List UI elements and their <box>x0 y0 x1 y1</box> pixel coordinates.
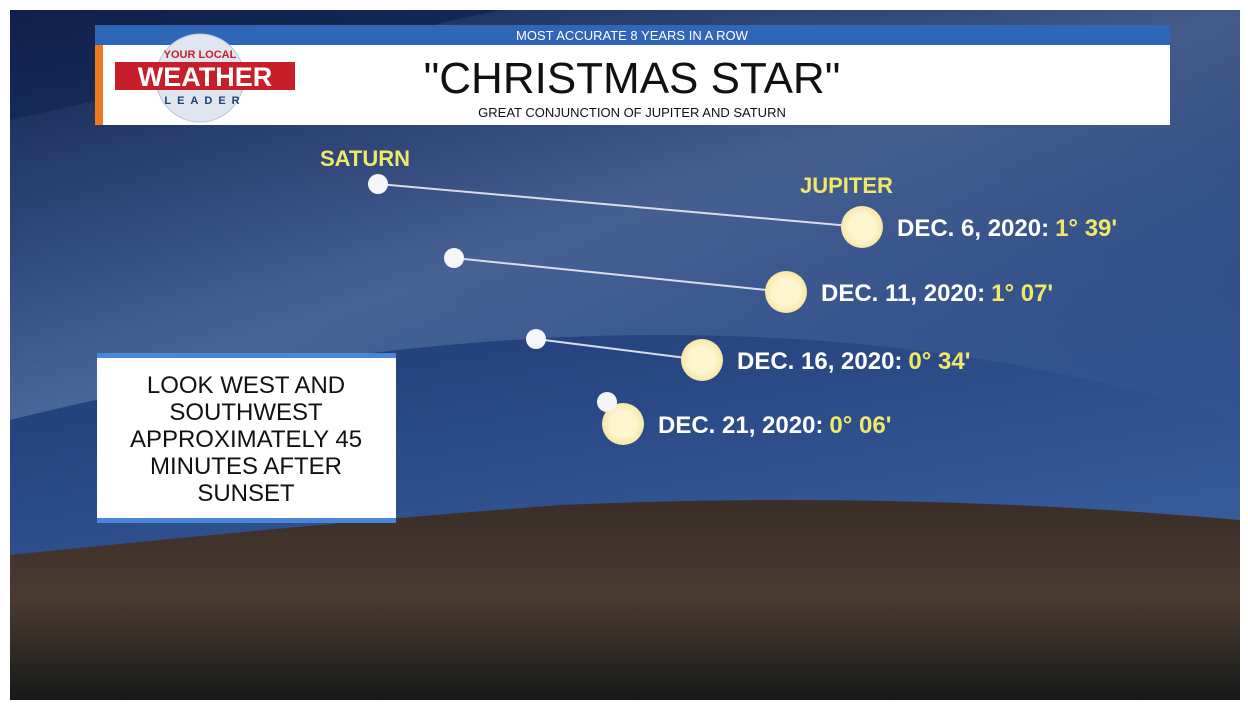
info-line: APPROXIMATELY 45 <box>130 426 362 453</box>
info-line: SOUTHWEST <box>169 399 323 426</box>
saturn-label: SATURN <box>320 146 410 171</box>
jupiter <box>841 206 883 248</box>
subtitle: GREAT CONJUNCTION OF JUPITER AND SATURN <box>478 105 786 120</box>
date: DEC. 21, 2020: <box>658 412 823 439</box>
logo-top: YOUR LOCAL <box>164 49 237 61</box>
separation: 1° 39' <box>1055 215 1117 242</box>
jupiter <box>765 271 807 313</box>
info-box-bottom <box>97 518 396 523</box>
info-line: MINUTES AFTER <box>150 453 342 480</box>
logo-bottom: LEADER <box>164 95 245 107</box>
info-line: LOOK WEST AND <box>147 372 345 399</box>
saturn <box>526 329 546 349</box>
conjunction-label: DEC. 11, 2020:1° 07' <box>821 280 1053 307</box>
date: DEC. 16, 2020: <box>737 348 902 375</box>
banner-text: MOST ACCURATE 8 YEARS IN A ROW <box>516 28 749 43</box>
title: "CHRISTMAS STAR" <box>424 54 841 103</box>
logo-main: WEATHER <box>138 62 273 92</box>
separation: 1° 07' <box>991 280 1053 307</box>
page: MOST ACCURATE 8 YEARS IN A ROW YOUR LOCA… <box>0 0 1248 711</box>
jupiter-label: JUPITER <box>800 173 893 198</box>
info-box-top <box>97 353 396 358</box>
info-line: SUNSET <box>197 480 295 507</box>
saturn <box>597 392 617 412</box>
conjunction-label: DEC. 6, 2020:1° 39' <box>897 215 1117 242</box>
conjunction-label: DEC. 21, 2020:0° 06' <box>658 412 891 439</box>
date: DEC. 6, 2020: <box>897 215 1049 242</box>
graphic: MOST ACCURATE 8 YEARS IN A ROW YOUR LOCA… <box>0 0 1248 706</box>
separation: 0° 06' <box>829 412 891 439</box>
header-accent <box>95 45 103 125</box>
conjunction-label: DEC. 16, 2020:0° 34' <box>737 348 970 375</box>
saturn <box>444 248 464 268</box>
date: DEC. 11, 2020: <box>821 280 985 307</box>
separation: 0° 34' <box>908 348 970 375</box>
jupiter <box>681 339 723 381</box>
saturn <box>368 174 388 194</box>
